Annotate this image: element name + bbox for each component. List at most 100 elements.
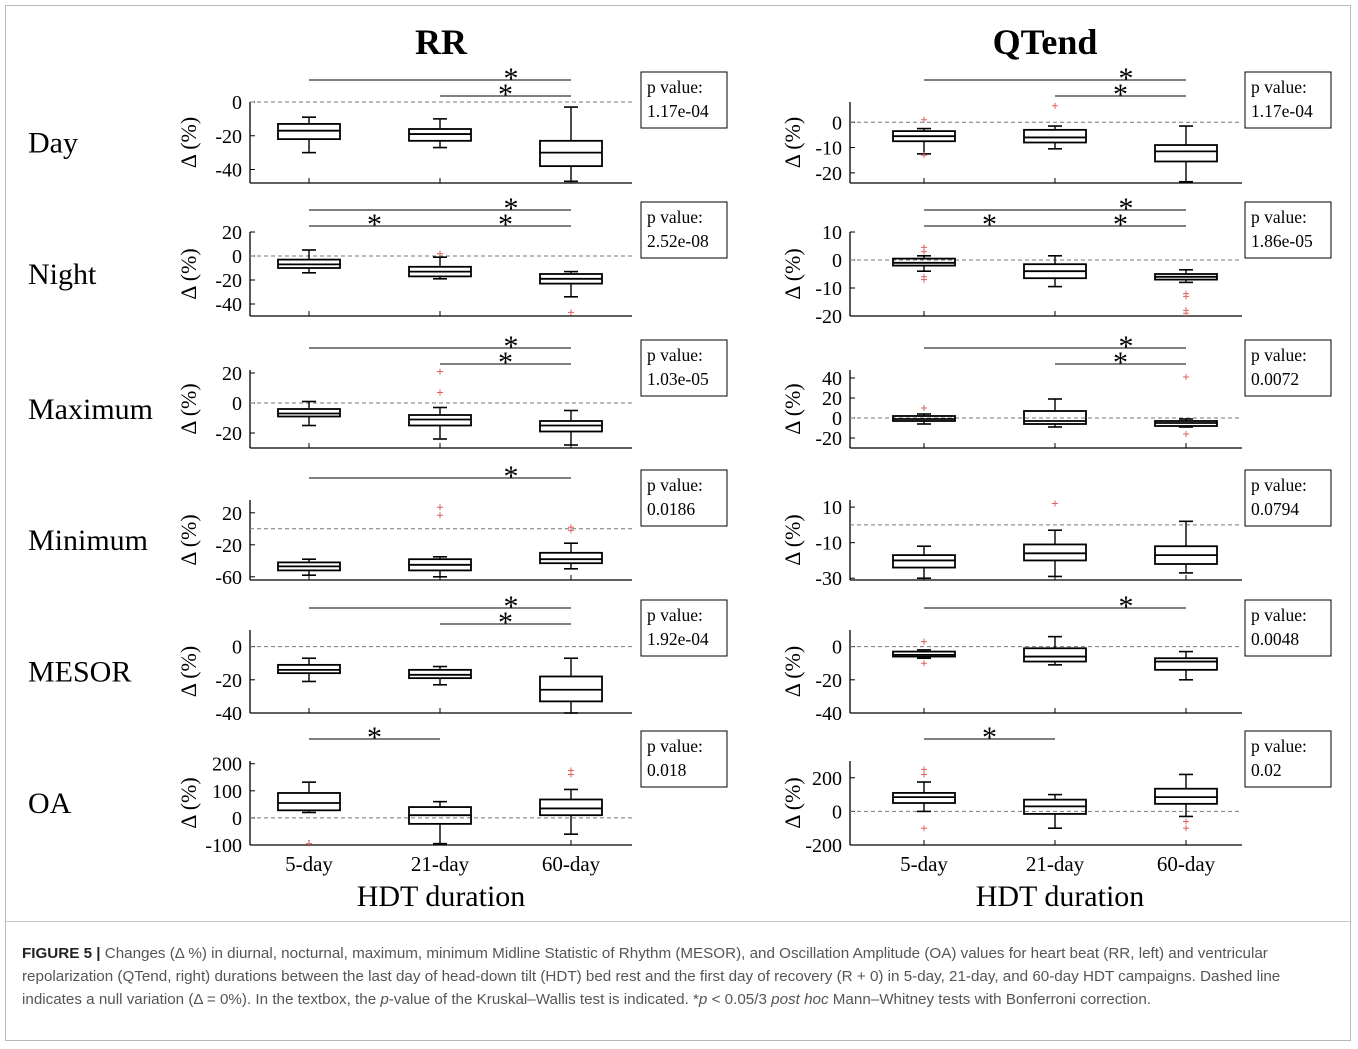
figure-caption: FIGURE 5 | Changes (Δ %) in diurnal, noc… — [22, 942, 1340, 1011]
rr-minimum-box-21-day-outlier — [437, 504, 443, 511]
rr-night-ytick-label: -40 — [215, 294, 242, 316]
qt-day-box-5-day-outlier — [921, 152, 927, 159]
qt-minimum-ytick-label: -10 — [815, 533, 842, 555]
rr-maximum-pvalue-label: p value: — [647, 345, 703, 365]
qt-day-y-label: Δ (%) — [780, 117, 805, 168]
rr-mesor-pvalue-box — [640, 599, 728, 657]
qt-night-sig-star: * — [1119, 192, 1134, 225]
qt-minimum-y-label: Δ (%) — [780, 514, 805, 565]
rr-oa-box-60-day-iqr — [539, 798, 603, 817]
row-label-night: Night — [28, 258, 97, 291]
qt-minimum-box-21-day-outlier — [1052, 500, 1058, 507]
rr-mesor-ytick-label: -20 — [215, 670, 242, 692]
rr-minimum-pvalue-box — [640, 469, 728, 527]
rr-oa-box-5-day-iqr — [277, 792, 341, 812]
qt-maximum-box-60-day-outlier — [1183, 374, 1189, 380]
category-label-qt-60-day: 60-day — [1157, 852, 1216, 876]
rr-maximum-sig-star: * — [504, 330, 519, 363]
qt-day-box-60-day-iqr — [1154, 144, 1218, 163]
caption-text-2: -value of the Kruskal–Wallis test is ind… — [388, 991, 699, 1008]
caption-p-italic: p — [380, 991, 389, 1008]
qt-day-box-21-day-iqr — [1023, 128, 1087, 144]
qt-night-box-60-day-outlier — [1183, 293, 1189, 300]
rr-night-pvalue-box — [640, 201, 728, 259]
row-label-maximum: Maximum — [28, 393, 153, 426]
qt-night-sig-star: * — [982, 208, 997, 241]
rr-oa-box-60-day-outlier — [568, 771, 574, 778]
rr-day-ytick-label: 0 — [232, 92, 242, 114]
rr-night-box-60-day-outlier — [568, 309, 574, 316]
qt-day-ytick-label: -20 — [815, 163, 842, 185]
qt-mesor-pvalue-label: p value: — [1251, 605, 1307, 625]
rr-maximum-box-21-day-outlier — [437, 368, 443, 375]
qt-oa-box-60-day-outlier — [1183, 825, 1189, 832]
qt-night-ytick-label: 10 — [822, 222, 842, 244]
qt-maximum-ytick-label: 40 — [822, 368, 842, 390]
qt-maximum-y-label: Δ (%) — [780, 383, 805, 434]
qt-day-pvalue: 1.17e-04 — [1251, 101, 1313, 121]
rr-night-ytick-label: -20 — [215, 270, 242, 292]
qt-maximum-ytick-label: -20 — [815, 428, 842, 450]
rr-day-pvalue-label: p value: — [647, 77, 703, 97]
qt-oa-pvalue-label: p value: — [1251, 736, 1307, 756]
row-label-mesor: MESOR — [28, 656, 131, 689]
rr-mesor-pvalue: 1.92e-04 — [647, 629, 709, 649]
qt-oa-box-60-day-outlier — [1183, 818, 1189, 825]
caption-label: FIGURE 5 | — [22, 945, 101, 962]
qt-maximum-box-5-day-outlier — [921, 405, 927, 411]
qt-mesor-box-5-day-outlier — [921, 638, 927, 645]
qt-night-box-60-day-outlier — [1183, 310, 1189, 317]
qt-maximum-sig-star: * — [1119, 330, 1134, 363]
rr-day-pvalue-box — [640, 71, 728, 129]
qt-oa-box-5-day-outlier — [921, 771, 927, 778]
rr-maximum-pvalue-box — [640, 339, 728, 397]
category-label-rr-5-day: 5-day — [285, 852, 333, 876]
rr-oa-sig-star: * — [367, 721, 382, 754]
rr-minimum-ytick-label: -60 — [215, 567, 242, 589]
qt-minimum-pvalue-box — [1244, 469, 1332, 527]
qt-oa-ytick-label: 0 — [832, 801, 842, 823]
qt-mesor-ytick-label: 0 — [832, 637, 842, 659]
row-label-day: Day — [28, 127, 78, 160]
caption-text-3: < 0.05/3 — [707, 991, 772, 1008]
rr-minimum-ytick-label: 20 — [222, 503, 242, 525]
qt-night-pvalue: 1.86e-05 — [1251, 231, 1313, 251]
rr-mesor-ytick-label: 0 — [232, 637, 242, 659]
rr-oa-pvalue: 0.018 — [647, 760, 687, 780]
rr-night-ytick-label: 0 — [232, 246, 242, 268]
rr-oa-ytick-label: -100 — [205, 835, 242, 857]
rr-maximum-pvalue: 1.03e-05 — [647, 369, 709, 389]
qt-maximum-ytick-label: 0 — [832, 408, 842, 430]
qt-oa-y-label: Δ (%) — [780, 777, 805, 828]
qt-maximum-pvalue: 0.0072 — [1251, 369, 1299, 389]
qt-mesor-ytick-label: -40 — [815, 703, 842, 725]
category-label-rr-60-day: 60-day — [542, 852, 601, 876]
x-axis-label-rr: HDT duration — [357, 880, 526, 913]
qt-oa-pvalue: 0.02 — [1251, 760, 1282, 780]
rr-maximum-box-21-day-outlier — [437, 389, 443, 396]
qt-mesor-y-label: Δ (%) — [780, 646, 805, 697]
qt-mesor-box-60-day-iqr — [1154, 657, 1218, 671]
rr-oa-ytick-label: 100 — [212, 781, 242, 803]
column-title-rr: RR — [415, 22, 468, 62]
rr-minimum-pvalue-label: p value: — [647, 475, 703, 495]
rr-mesor-sig-star: * — [504, 590, 519, 623]
qt-oa-sig-star: * — [982, 721, 997, 754]
rr-maximum-ytick-label: 20 — [222, 363, 242, 385]
qt-night-box-5-day-outlier — [921, 248, 927, 255]
row-label-minimum: Minimum — [28, 524, 148, 557]
qt-day-ytick-label: 0 — [832, 112, 842, 134]
category-label-qt-21-day: 21-day — [1026, 852, 1085, 876]
qt-mesor-pvalue-box — [1244, 599, 1332, 657]
qt-maximum-box-60-day-outlier — [1183, 431, 1189, 437]
qt-mesor-pvalue: 0.0048 — [1251, 629, 1299, 649]
qt-mesor-sig-star: * — [1119, 590, 1134, 623]
caption-separator — [6, 921, 1350, 922]
rr-minimum-ytick-label: -20 — [215, 535, 242, 557]
rr-night-pvalue: 2.52e-08 — [647, 231, 709, 251]
rr-oa-box-5-day-outlier — [306, 840, 312, 847]
rr-night-sig-star: * — [498, 208, 513, 241]
qt-oa-box-5-day-outlier — [921, 825, 927, 832]
rr-maximum-ytick-label: -20 — [215, 423, 242, 445]
